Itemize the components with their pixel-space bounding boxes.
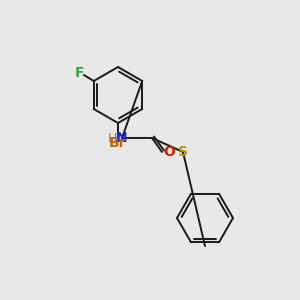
Text: H: H bbox=[107, 131, 117, 145]
Text: S: S bbox=[178, 145, 188, 159]
Text: F: F bbox=[75, 66, 85, 80]
Text: O: O bbox=[163, 145, 175, 159]
Text: N: N bbox=[116, 131, 128, 145]
Text: Br: Br bbox=[109, 136, 127, 150]
